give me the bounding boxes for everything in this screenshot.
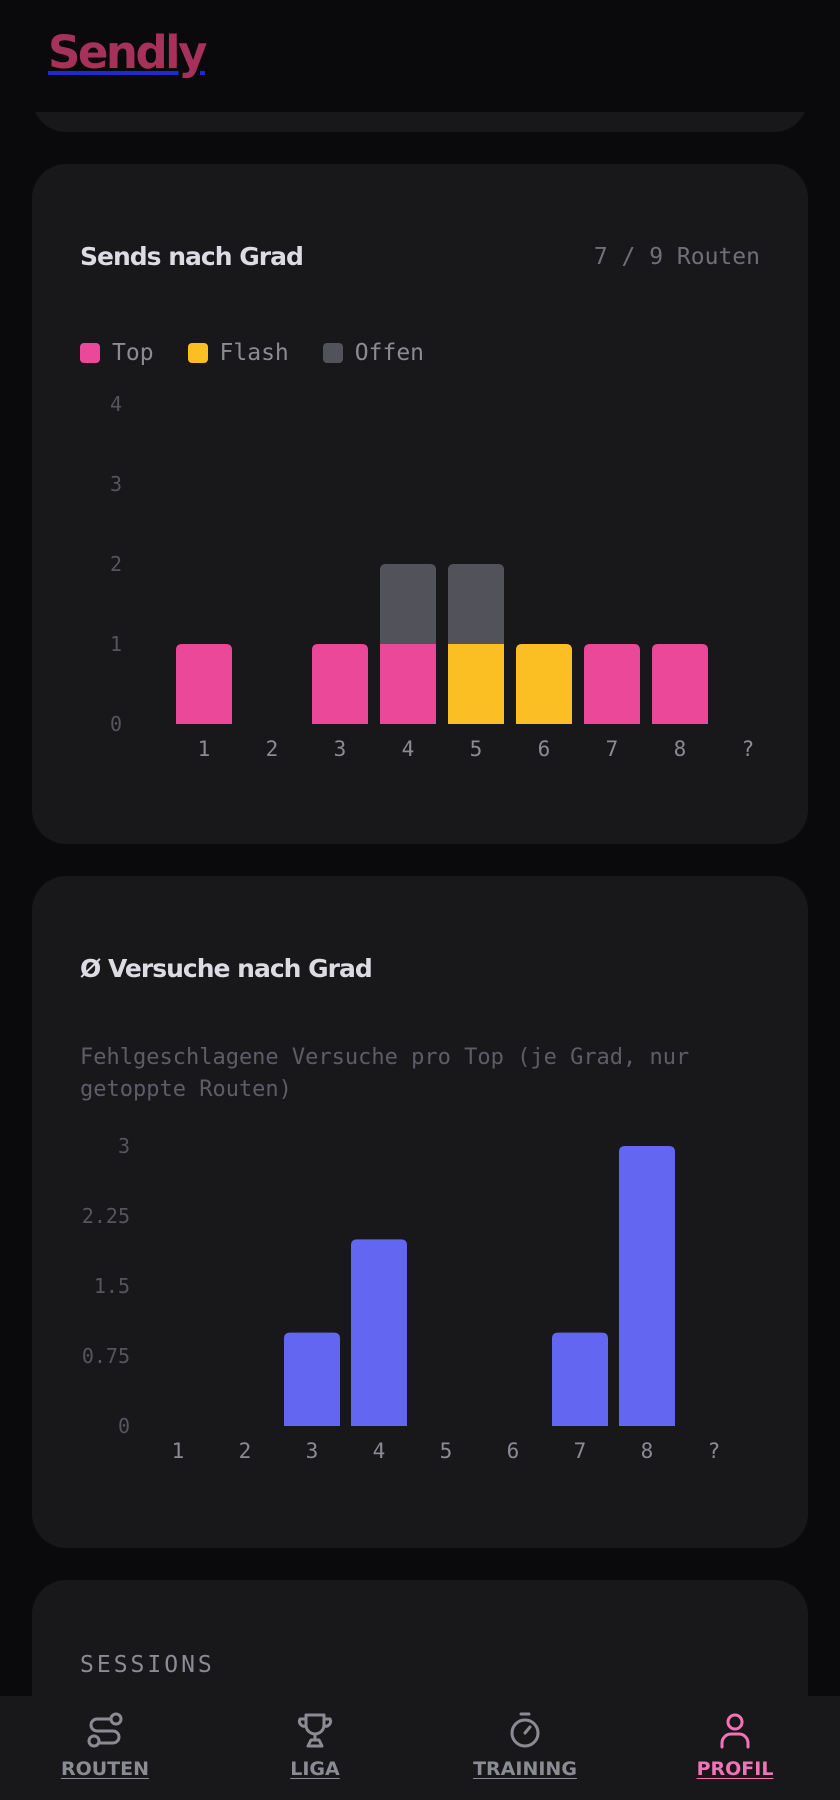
- bar-flash: [448, 644, 504, 724]
- x-tick-label: ?: [708, 1439, 721, 1463]
- legend-label-top: Top: [112, 340, 154, 366]
- legend-item-offen: Offen: [322, 340, 425, 366]
- stopwatch-icon: [510, 1712, 540, 1748]
- x-tick-label: 8: [674, 737, 687, 760]
- x-tick-label: ?: [742, 737, 755, 760]
- sends-legend: Top Flash Offen: [80, 340, 424, 366]
- bar-offen: [380, 564, 436, 644]
- bottom-nav: ROUTEN LIGA TRAINING PROFIL: [0, 1696, 840, 1800]
- y-tick-label: 2.25: [82, 1204, 130, 1228]
- versuche-card-subtitle: Fehlgeschlagene Versuche pro Top (je Gra…: [80, 1045, 690, 1102]
- route-icon: [87, 1712, 123, 1748]
- bar-versuche: [552, 1332, 608, 1426]
- x-tick-label: 1: [172, 1439, 185, 1463]
- y-tick-label: 1: [110, 632, 122, 656]
- trophy-icon: [298, 1713, 332, 1748]
- y-tick-label: 1.5: [94, 1274, 130, 1298]
- x-tick-label: 4: [402, 737, 415, 760]
- legend-item-top: Top: [80, 340, 154, 366]
- x-tick-label: 5: [470, 737, 483, 760]
- y-tick-label: 2: [110, 552, 122, 576]
- sends-route-count: 7 / 9 Routen: [593, 244, 760, 270]
- bar-top: [584, 644, 640, 724]
- bar-offen: [448, 564, 504, 644]
- y-tick-label: 0.75: [82, 1344, 130, 1368]
- x-tick-label: 3: [334, 737, 347, 760]
- legend-label-offen: Offen: [354, 340, 425, 366]
- bar-versuche: [284, 1332, 340, 1426]
- y-tick-label: 0: [110, 712, 122, 736]
- nav-item-profil[interactable]: PROFIL: [630, 1696, 840, 1800]
- bar-versuche: [351, 1239, 407, 1426]
- legend-swatch-flash: [187, 343, 208, 363]
- x-tick-label: 4: [373, 1439, 386, 1463]
- y-tick-label: 4: [110, 392, 122, 416]
- bar-flash: [516, 644, 572, 724]
- nav-label-training: TRAINING: [473, 1758, 577, 1780]
- y-tick-label: 3: [118, 1134, 130, 1158]
- bar-versuche: [619, 1146, 675, 1426]
- nav-item-liga[interactable]: LIGA: [210, 1696, 420, 1800]
- nav-label-routen: ROUTEN: [60, 1758, 150, 1780]
- app-header: Sendly: [0, 0, 840, 112]
- sends-chart: 0 1 2 3 4 1 2 3 4 5 6 7 8?: [110, 392, 755, 760]
- y-tick-label: 0: [118, 1414, 130, 1438]
- bar-top: [652, 644, 708, 724]
- legend-swatch-offen: [322, 343, 343, 363]
- x-tick-label: 5: [440, 1439, 453, 1463]
- nav-item-routen[interactable]: ROUTEN: [0, 1696, 210, 1800]
- sessions-label: SESSIONS: [80, 1652, 215, 1678]
- x-tick-label: 7: [574, 1439, 587, 1463]
- bar-top: [176, 644, 232, 724]
- nav-label-profil: PROFIL: [696, 1758, 774, 1780]
- legend-swatch-top: [80, 343, 100, 363]
- x-tick-label: 1: [198, 737, 211, 760]
- versuche-card: Ø Versuche nach Grad Fehlgeschlagene Ver…: [32, 876, 808, 1548]
- x-tick-label: 7: [606, 737, 619, 760]
- app-logo[interactable]: Sendly: [48, 26, 207, 79]
- x-tick-label: 6: [538, 737, 551, 760]
- y-tick-label: 3: [110, 472, 122, 496]
- bar-top: [380, 644, 436, 724]
- versuche-card-title: Ø Versuche nach Grad: [80, 954, 373, 983]
- bar-top: [312, 644, 368, 724]
- sends-card-title: Sends nach Grad: [80, 242, 304, 271]
- versuche-chart: 0 0.75 1.5 2.25 3 1 2 3 4 5 6 7 8?: [82, 1134, 721, 1463]
- nav-label-liga: LIGA: [290, 1758, 340, 1780]
- sends-card: Sends nach Grad 7 / 9 Routen Top Flash O…: [32, 164, 808, 844]
- user-icon: [720, 1713, 750, 1749]
- x-tick-label: 6: [507, 1439, 520, 1463]
- nav-item-training[interactable]: TRAINING: [420, 1696, 630, 1800]
- legend-item-flash: Flash: [187, 340, 289, 366]
- x-tick-label: 3: [306, 1439, 319, 1463]
- legend-label-flash: Flash: [219, 340, 289, 366]
- x-tick-label: 2: [239, 1439, 252, 1463]
- x-tick-label: 2: [266, 737, 279, 760]
- x-tick-label: 8: [641, 1439, 654, 1463]
